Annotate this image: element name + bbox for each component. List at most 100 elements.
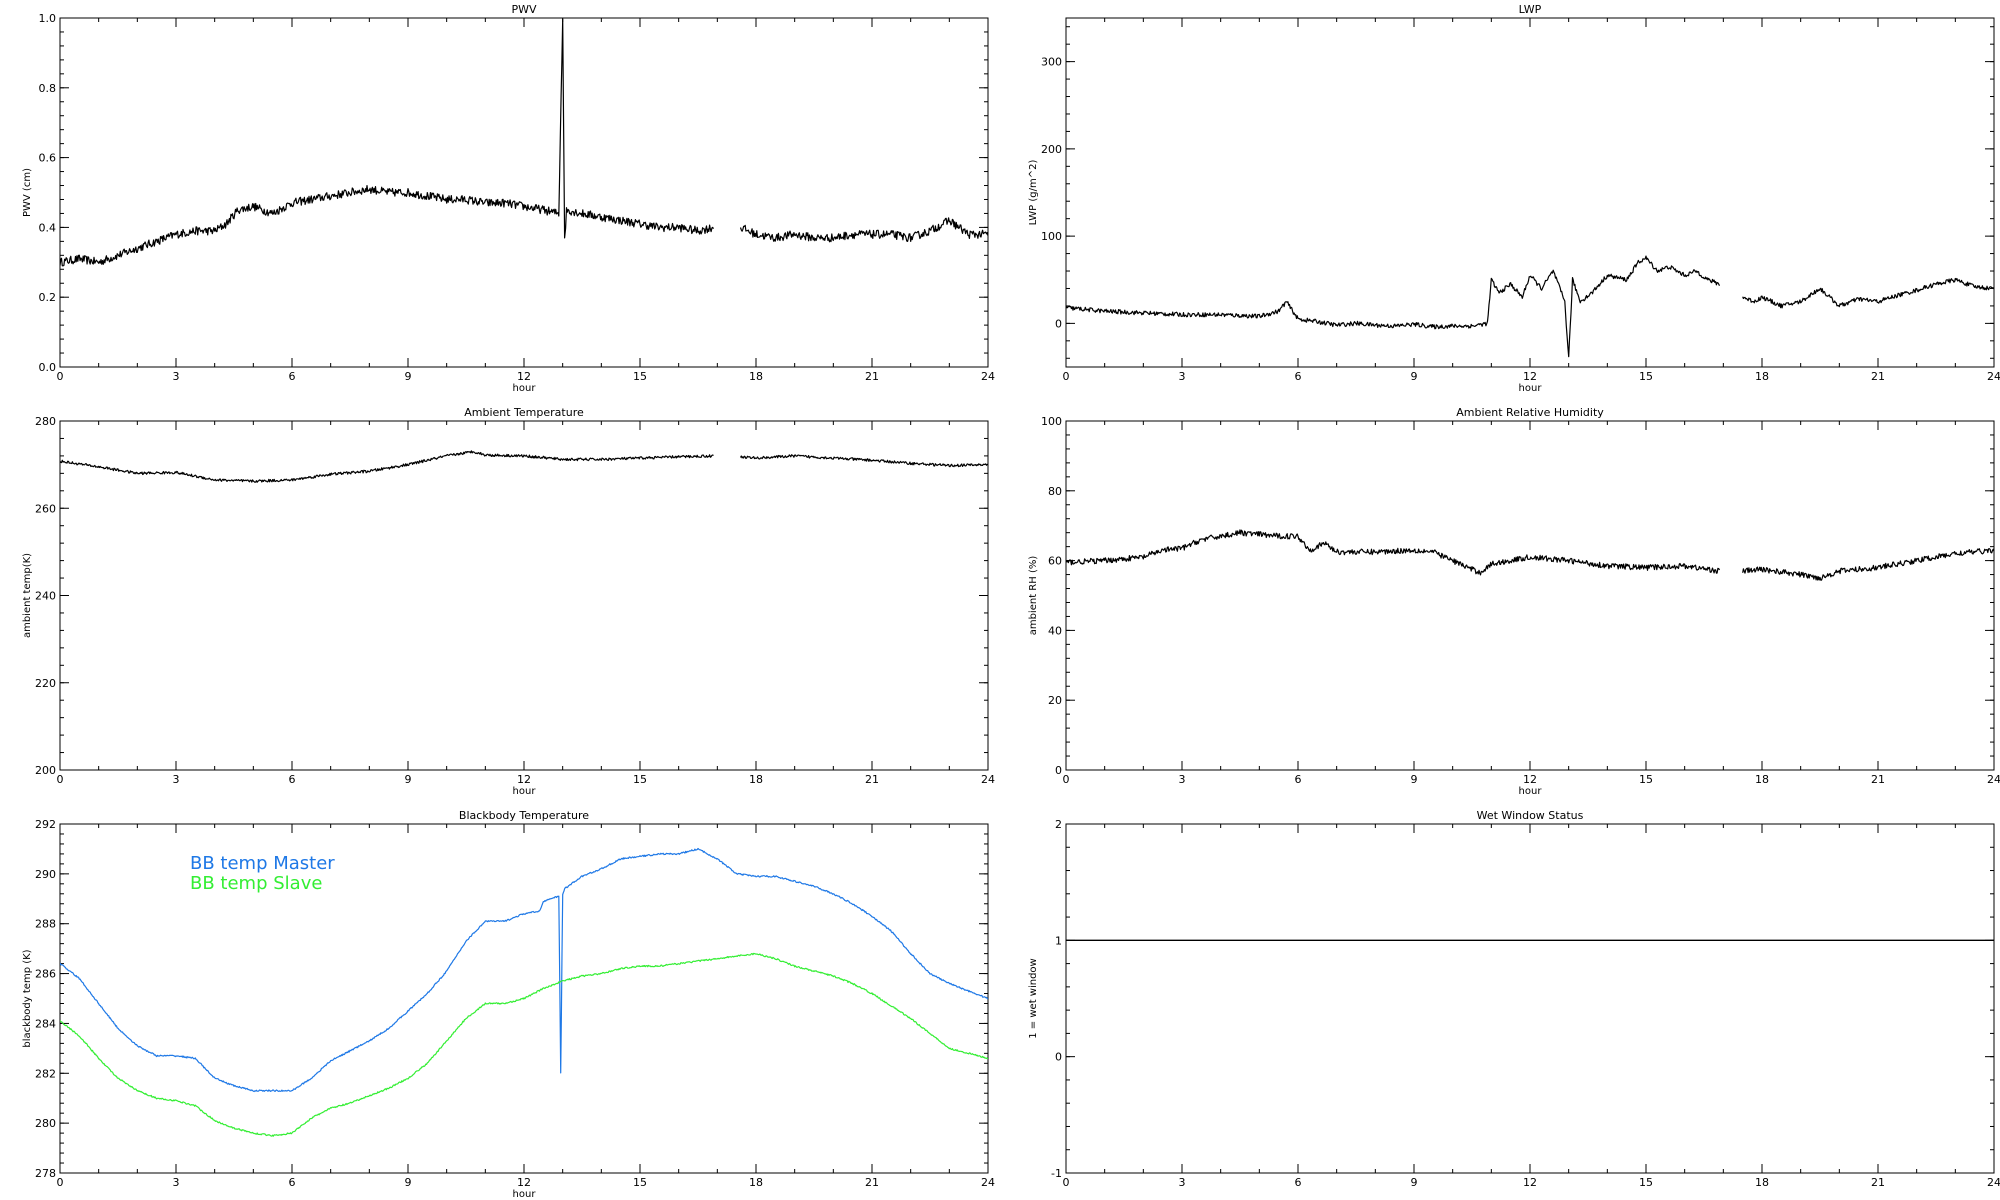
- x-tick-label: 21: [1871, 370, 1885, 383]
- x-tick-label: 3: [173, 1176, 180, 1189]
- legend-entry-master: BB temp Master: [190, 853, 335, 874]
- x-tick-label: 12: [517, 1176, 531, 1189]
- x-tick-label: 6: [1295, 370, 1302, 383]
- x-tick-label: 18: [749, 773, 763, 786]
- x-tick-label: 3: [173, 773, 180, 786]
- x-axis-label: hour: [1519, 383, 1543, 394]
- series-line: [60, 952, 988, 1137]
- x-tick-label: 6: [289, 1176, 296, 1189]
- x-tick-label: 18: [1755, 1176, 1769, 1189]
- y-tick-label: 1.0: [39, 12, 57, 25]
- x-tick-label: 3: [1179, 773, 1186, 786]
- y-tick-label: 292: [35, 818, 56, 831]
- x-tick-label: 15: [1639, 1176, 1653, 1189]
- x-tick-label: 24: [1987, 370, 2000, 383]
- panel-title: Ambient Relative Humidity: [1456, 406, 1604, 419]
- panel-title: PWV: [511, 3, 537, 16]
- panel-ambient-humidity: Ambient Relative Humidity ambient RH (%)…: [1028, 406, 2000, 797]
- y-axis-label: ambient temp(K): [22, 553, 33, 638]
- y-tick-label: -1: [1051, 1167, 1062, 1180]
- y-tick-label: 200: [35, 764, 56, 777]
- panel-lwp: LWP LWP (g/m^2) hour 0 3 6 9 12 15 18 21 24 0 100 2…: [1028, 3, 2000, 394]
- x-tick-label: 24: [981, 773, 995, 786]
- x-tick-label: 15: [633, 370, 647, 383]
- series-line: [60, 847, 988, 1093]
- x-tick-label: 3: [1179, 1176, 1186, 1189]
- x-tick-label: 21: [1871, 1176, 1885, 1189]
- y-tick-label: 282: [35, 1067, 56, 1080]
- y-tick-label: 100: [1041, 230, 1062, 243]
- x-tick-label: 9: [405, 370, 412, 383]
- y-axis-label: PWV (cm): [22, 168, 33, 217]
- x-tick-label: 6: [289, 773, 296, 786]
- panel-pwv: PWV PWV (cm) hour 0 3 6 9 12 15 18 21 24 0.0 0.2 0.…: [22, 3, 995, 394]
- y-tick-label: 284: [35, 1017, 56, 1030]
- y-tick-label: 0: [1055, 1051, 1062, 1064]
- y-tick-label: 40: [1048, 624, 1062, 637]
- x-tick-label: 12: [1523, 370, 1537, 383]
- y-axis-label: ambient RH (%): [1028, 556, 1039, 636]
- x-tick-label: 6: [1295, 1176, 1302, 1189]
- x-tick-label: 18: [749, 370, 763, 383]
- x-tick-label: 9: [405, 773, 412, 786]
- x-tick-label: 18: [1755, 773, 1769, 786]
- x-axis-label: hour: [513, 786, 537, 797]
- x-tick-label: 3: [173, 370, 180, 383]
- x-tick-label: 9: [1411, 370, 1418, 383]
- y-tick-label: 286: [35, 968, 56, 981]
- y-tick-label: 0.8: [39, 82, 57, 95]
- x-tick-label: 0: [57, 1176, 64, 1189]
- series-line: [60, 18, 988, 267]
- y-tick-label: 0: [1055, 764, 1062, 777]
- y-tick-label: 288: [35, 918, 56, 931]
- x-tick-label: 0: [57, 773, 64, 786]
- y-tick-label: 0.6: [39, 152, 57, 165]
- x-tick-label: 18: [1755, 370, 1769, 383]
- x-tick-label: 12: [1523, 1176, 1537, 1189]
- y-tick-label: 260: [35, 502, 56, 515]
- y-tick-label: 80: [1048, 485, 1062, 498]
- y-tick-label: 240: [35, 590, 56, 603]
- x-tick-label: 18: [749, 1176, 763, 1189]
- x-axis-label: hour: [513, 383, 537, 394]
- y-tick-label: 20: [1048, 694, 1062, 707]
- x-tick-label: 21: [865, 1176, 879, 1189]
- panel-ambient-temperature: Ambient Temperature ambient temp(K) hour…: [22, 406, 995, 797]
- y-axis-label: 1 = wet window: [1028, 958, 1039, 1038]
- x-axis-label: hour: [513, 1189, 537, 1200]
- x-tick-label: 0: [1063, 1176, 1070, 1189]
- x-tick-label: 12: [1523, 773, 1537, 786]
- x-tick-label: 15: [633, 773, 647, 786]
- panel-title: Blackbody Temperature: [459, 809, 589, 822]
- y-tick-label: 2: [1055, 818, 1062, 831]
- x-tick-label: 9: [405, 1176, 412, 1189]
- panel-title: Ambient Temperature: [464, 406, 584, 419]
- x-tick-label: 3: [1179, 370, 1186, 383]
- x-axis-label: hour: [1519, 786, 1543, 797]
- series-line: [1066, 529, 1994, 581]
- x-tick-label: 24: [1987, 1176, 2000, 1189]
- x-tick-label: 0: [1063, 773, 1070, 786]
- y-tick-label: 0.4: [39, 221, 57, 234]
- x-tick-label: 24: [981, 1176, 995, 1189]
- x-tick-label: 0: [57, 370, 64, 383]
- y-axis-label: blackbody temp (K): [22, 949, 33, 1047]
- series-line: [1066, 255, 1994, 358]
- x-tick-label: 21: [865, 773, 879, 786]
- y-tick-label: 1: [1055, 934, 1062, 947]
- y-tick-label: 0.0: [39, 361, 57, 374]
- x-tick-label: 6: [289, 370, 296, 383]
- legend-entry-slave: BB temp Slave: [190, 873, 322, 894]
- y-tick-label: 0: [1055, 317, 1062, 330]
- x-tick-label: 24: [981, 370, 995, 383]
- x-tick-label: 9: [1411, 773, 1418, 786]
- panel-title: Wet Window Status: [1477, 809, 1584, 822]
- y-axis-label: LWP (g/m^2): [1028, 160, 1039, 226]
- y-tick-label: 278: [35, 1167, 56, 1180]
- x-tick-label: 24: [1987, 773, 2000, 786]
- y-tick-label: 290: [35, 868, 56, 881]
- y-tick-label: 200: [1041, 143, 1062, 156]
- panel-title: LWP: [1519, 3, 1542, 16]
